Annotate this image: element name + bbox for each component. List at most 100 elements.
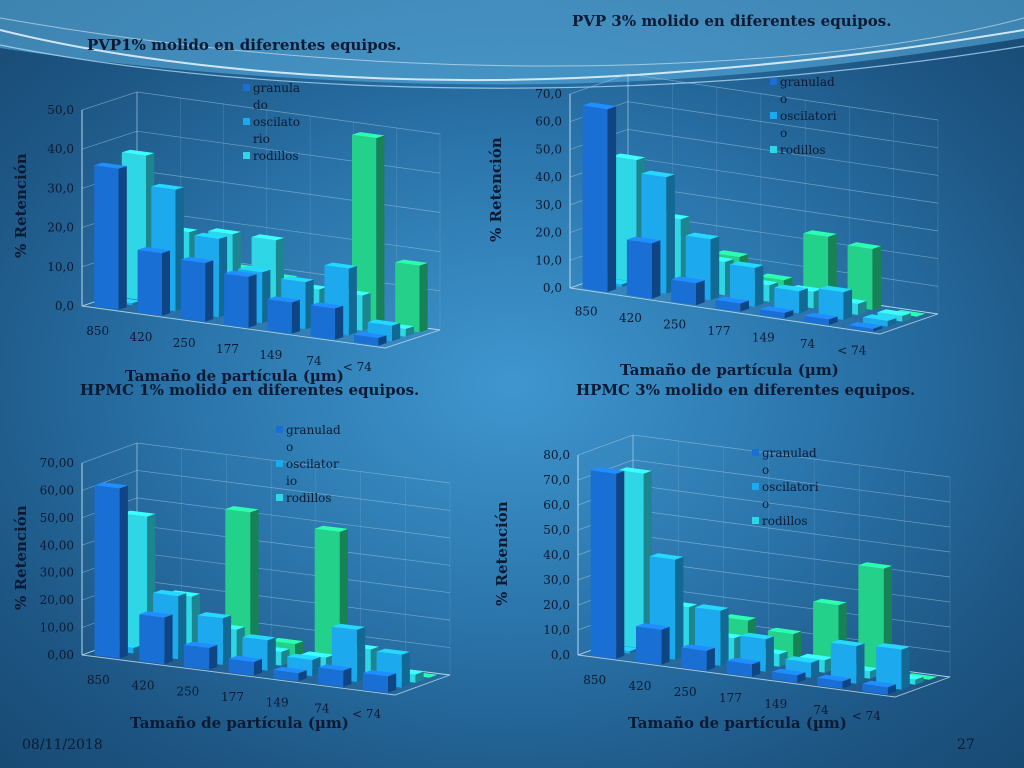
bar [730,261,764,307]
x-tick-label: < 74 [837,344,867,358]
bar-side [901,646,910,690]
chart-pvp1: 0,0 10,0 20,0 30,0 40,0 50,0 850 420 250 177 149 74… [0,0,512,385]
bar-side [161,250,170,316]
bar [759,306,794,319]
legend-label: rodillos [762,514,808,528]
bar [137,247,170,316]
chart-title: PVP 3% molido en diferentes equipos. [572,12,892,30]
bar [310,302,344,340]
x-tick-label: 177 [221,690,244,704]
y-tick-label: 30,0 [535,198,562,212]
gridline [136,524,451,566]
bar-side [178,593,187,660]
y-tick-label: 20,00 [40,593,74,607]
bar [94,162,127,310]
bar-side [828,233,837,304]
bar-side [250,509,259,655]
bar-front [362,673,388,693]
bar-top [714,250,749,257]
bar [224,270,257,328]
gridline [136,579,451,621]
legend-label: granula [253,81,300,95]
bar-top [310,302,344,309]
bar-side [291,299,300,334]
bar-top [225,506,259,513]
legend-label: o [762,497,769,511]
bar-side [415,671,424,683]
bar-front [818,288,844,320]
x-tick-label: 177 [708,324,731,338]
bar [715,296,749,312]
bar-top [813,598,847,606]
y-tick-label: 40,0 [535,170,562,184]
bar-side [661,626,670,665]
bar [862,680,896,695]
bar [804,312,838,325]
bar-top [331,623,366,630]
gridline [627,156,939,204]
bar-top [858,562,892,569]
x-axis-label: Tamaño de partícula (µm) [125,367,344,385]
bar-front [354,334,379,346]
legend-swatch [770,146,777,153]
bar-side [675,556,684,660]
bar-front [224,273,249,328]
legend-label: o [780,92,787,106]
legend-label: granulad [762,446,817,460]
bar-side [119,485,128,659]
gridline-side [569,73,629,95]
bar [848,322,882,332]
bar-side [362,292,371,331]
y-tick-label: 10,00 [40,621,74,635]
bar-top [94,482,128,489]
gridline [136,170,441,213]
gridline [632,534,951,578]
bar [626,236,661,299]
legend-label: oscilato [253,115,300,129]
x-tick-label: 420 [129,330,152,344]
bar-top [270,637,304,645]
bar-front [847,245,873,310]
gridline [632,509,951,553]
bar-top [818,285,853,293]
bar [184,641,218,670]
bar-front [94,485,120,659]
bar-front [681,647,707,671]
bars [94,482,438,693]
gridline [136,497,451,539]
gridline [627,73,939,121]
gridline [632,484,951,528]
bar-top [180,256,214,263]
legend-label: io [286,474,297,488]
bar-top [626,236,661,244]
legend-swatch [276,460,283,467]
legend-label: oscilatori [762,480,819,494]
legend-swatch [243,118,250,125]
legend-item: granulad o [770,75,835,106]
bar-side [376,135,385,327]
x-tick-label: 149 [764,697,787,711]
x-axis-label: Tamaño de partícula (µm) [130,714,349,732]
x-tick-label: 74 [314,701,330,715]
bar-side [793,631,802,662]
y-tick-label: 20,0 [47,221,74,235]
bar-front [774,287,800,314]
bar-front [803,233,829,304]
bar-front [876,646,902,690]
bar-side [857,300,867,315]
bar-side [915,676,924,685]
gridline [627,184,939,232]
bar-top [804,312,838,320]
bar [862,314,897,327]
gridline-side [81,470,138,491]
bar-top [273,666,307,674]
bar-top [767,627,802,635]
bar-side [651,240,661,299]
bar-top [730,261,764,268]
legend-item: rodillos [752,514,808,528]
